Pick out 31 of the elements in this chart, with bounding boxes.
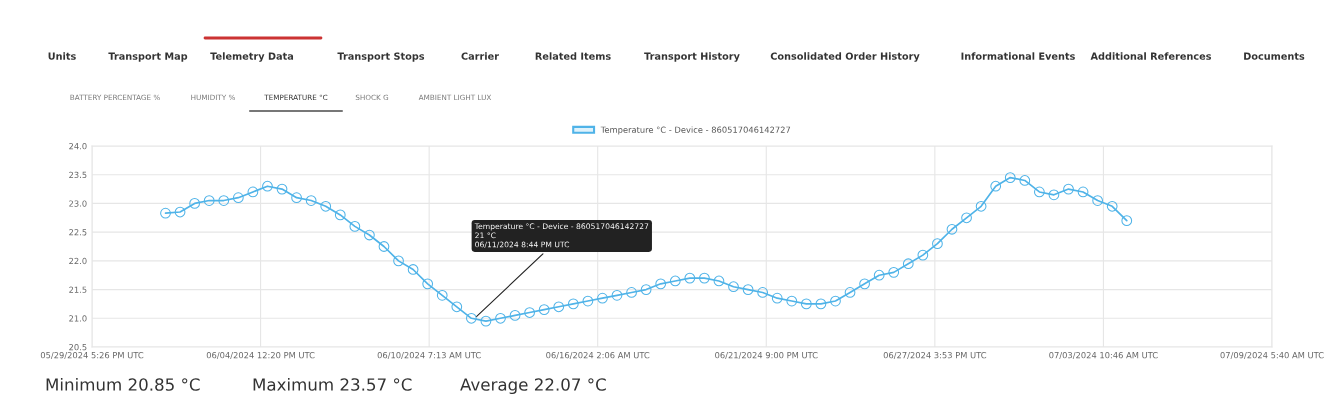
text: Documents (1244, 52, 1305, 60)
text: Consolidated Order History (770, 52, 920, 62)
text: Average 22.07 °C (460, 378, 606, 395)
text: Minimum 20.85 °C (46, 377, 200, 391)
x-tick-label: 06/04/2024 12:20 PM UTC (206, 352, 315, 359)
text: Transport Stops (337, 52, 425, 62)
x-tick-label: 05/29/2024 5:26 PM UTC (40, 352, 144, 359)
x-tick-label: 06/16/2024 2:06 AM UTC (546, 352, 650, 359)
text: Transport History (644, 52, 740, 62)
x-tick-label: 06/27/2024 3:53 PM UTC (883, 352, 987, 359)
text: Related Items (535, 52, 611, 60)
y-tick-label: 22.0 (69, 257, 87, 265)
x-tick-label: 07/03/2024 10:46 AM UTC (1049, 352, 1158, 359)
y-tick-label: 24.0 (69, 142, 87, 150)
text: Informational Events (961, 52, 1075, 60)
legend-label: Temperature °C - Device - 860517046142727 (600, 126, 791, 135)
text: Telemetry Data (210, 52, 294, 62)
y-tick-label: 21.5 (69, 286, 87, 293)
y-tick-label: 21.0 (69, 315, 87, 322)
text: Carrier (461, 52, 499, 60)
y-tick-label: 23.0 (69, 200, 87, 207)
y-tick-label: 22.5 (69, 229, 87, 236)
text: Transport Map (108, 52, 188, 62)
x-tick-label: 06/21/2024 9:00 PM UTC (715, 352, 818, 359)
x-tick-label: 06/10/2024 7:13 AM UTC (377, 352, 481, 359)
y-tick-label: 23.5 (69, 171, 87, 178)
text: Maximum 23.57 °C (253, 377, 412, 391)
text: Units (48, 52, 76, 60)
text: Additional References (1090, 52, 1212, 60)
y-tick-label: 20.5 (69, 343, 87, 351)
x-tick-label: 07/09/2024 5:40 AM UTC (1220, 352, 1324, 359)
